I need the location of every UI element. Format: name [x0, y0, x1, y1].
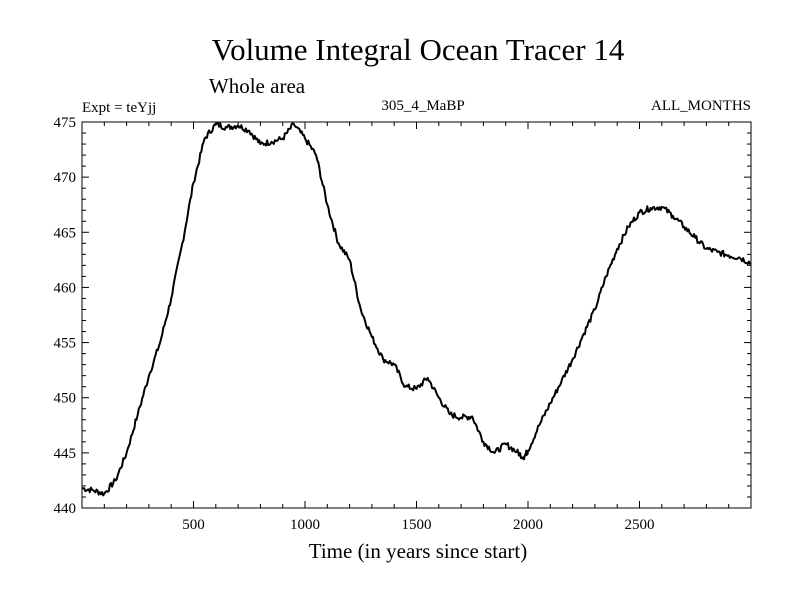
months-label: ALL_MONTHS	[651, 98, 751, 114]
run-label: 305_4_MaBP	[381, 98, 464, 114]
y-tick-label: 450	[54, 391, 77, 407]
chart-title: Volume Integral Ocean Tracer 14	[212, 32, 625, 67]
x-axis-label: Time (in years since start)	[309, 539, 528, 563]
y-tick-label: 440	[54, 501, 77, 517]
y-tick-label: 460	[54, 280, 77, 296]
x-tick-label: 1500	[402, 517, 432, 533]
x-axis-tick-labels: 500 1000 1500 2000 2500	[182, 517, 654, 533]
x-tick-label: 2000	[513, 517, 543, 533]
series-line-ocean-tracer-14	[81, 121, 752, 497]
y-tick-label: 470	[54, 170, 77, 186]
y-tick-label: 465	[54, 225, 77, 241]
chart-subtitle: Whole area	[209, 74, 306, 98]
y-axis-ticks	[82, 132, 751, 498]
y-tick-label: 455	[54, 336, 77, 352]
plot-frame	[81, 121, 752, 509]
x-tick-label: 2500	[625, 517, 655, 533]
y-tick-label: 475	[54, 115, 77, 131]
y-axis-tick-labels: 440 445 450 455 460 465 470 475	[54, 115, 77, 517]
y-tick-label: 445	[54, 446, 77, 462]
x-tick-label: 1000	[290, 517, 320, 533]
x-axis-ticks	[103, 122, 730, 508]
experiment-label: Expt = teYjj	[82, 100, 156, 116]
x-tick-label: 500	[182, 517, 205, 533]
